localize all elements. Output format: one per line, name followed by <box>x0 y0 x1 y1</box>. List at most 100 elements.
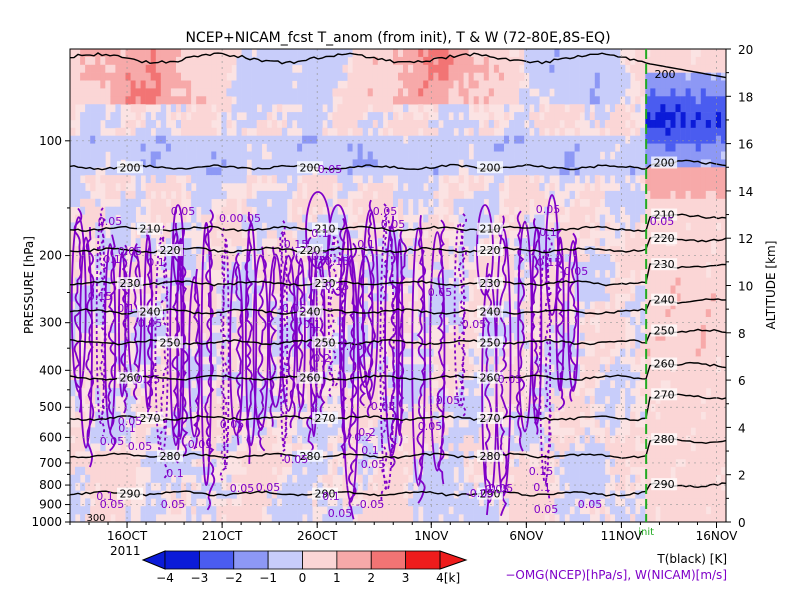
anomaly-cell <box>165 301 172 310</box>
anomaly-cell <box>135 285 141 294</box>
anomaly-cell <box>271 317 278 326</box>
anomaly-cell <box>428 246 434 255</box>
anomaly-cell <box>191 167 197 176</box>
anomaly-cell <box>165 127 172 136</box>
anomaly-cell <box>216 56 222 66</box>
anomaly-cell <box>342 261 348 271</box>
anomaly-cell <box>236 96 242 105</box>
anomaly-cell <box>342 411 348 420</box>
anomaly-cell <box>393 151 399 160</box>
anomaly-cell <box>327 190 333 200</box>
anomaly-cell <box>317 64 323 73</box>
anomaly-cell <box>271 49 278 58</box>
anomaly-cell <box>105 183 111 192</box>
anomaly-cell <box>453 482 459 491</box>
anomaly-cell <box>584 254 591 263</box>
anomaly-cell <box>271 72 278 81</box>
anomaly-cell <box>393 364 399 373</box>
anomaly-cell <box>599 348 606 357</box>
anomaly-cell <box>196 135 202 144</box>
anomaly-cell <box>488 72 495 81</box>
anomaly-cell <box>191 127 197 136</box>
anomaly-cell <box>85 458 91 468</box>
anomaly-cell <box>266 427 273 436</box>
anomaly-cell <box>448 120 454 129</box>
anomaly-cell <box>266 474 273 483</box>
anomaly-cell <box>620 301 626 310</box>
anomaly-cell <box>534 364 540 373</box>
anomaly-cell <box>130 96 136 105</box>
anomaly-cell <box>155 490 162 499</box>
anomaly-cell <box>352 64 358 73</box>
anomaly-cell <box>155 395 162 405</box>
anomaly-cell <box>357 96 363 105</box>
anomaly-cell <box>332 159 338 168</box>
anomaly-cell <box>100 309 106 318</box>
anomaly-cell <box>463 96 469 105</box>
anomaly-cell <box>564 411 570 420</box>
anomaly-cell <box>100 112 106 121</box>
anomaly-cell <box>271 348 278 357</box>
anomaly-cell <box>211 183 217 192</box>
anomaly-cell <box>256 206 263 215</box>
anomaly-cell <box>135 238 141 247</box>
anomaly-cell <box>287 435 293 444</box>
anomaly-cell <box>186 427 192 436</box>
anomaly-cell <box>453 435 459 444</box>
anomaly-cell <box>251 458 258 468</box>
anomaly-cell <box>110 175 116 184</box>
anomaly-cell <box>246 372 252 381</box>
anomaly-cell <box>443 411 449 420</box>
anomaly-cell <box>428 254 434 263</box>
anomaly-cell <box>246 88 252 97</box>
anomaly-cell <box>398 380 404 389</box>
anomaly-cell <box>276 159 283 168</box>
anomaly-cell <box>615 112 621 121</box>
anomaly-cell <box>529 411 535 420</box>
anomaly-cell <box>281 514 288 522</box>
anomaly-cell <box>393 340 399 349</box>
anomaly-cell <box>504 143 510 152</box>
anomaly-cell <box>519 261 525 271</box>
anomaly-cell <box>90 395 96 405</box>
anomaly-cell <box>342 159 348 168</box>
anomaly-cell <box>524 238 530 247</box>
anomaly-cell <box>287 167 293 176</box>
anomaly-cell <box>105 482 111 491</box>
anomaly-cell <box>191 395 197 405</box>
anomaly-cell <box>342 175 348 184</box>
anomaly-cell <box>251 56 258 66</box>
anomaly-cell <box>135 403 141 412</box>
anomaly-cell <box>428 474 434 483</box>
anomaly-cell <box>630 190 636 200</box>
anomaly-cell <box>105 340 111 349</box>
anomaly-cell <box>367 112 374 121</box>
anomaly-cell <box>100 143 106 152</box>
anomaly-cell <box>630 64 636 73</box>
anomaly-cell <box>493 56 500 66</box>
anomaly-cell <box>514 159 520 168</box>
anomaly-cell <box>362 332 369 341</box>
anomaly-cell <box>519 151 525 160</box>
anomaly-cell <box>453 167 459 176</box>
anomaly-cell <box>423 143 429 152</box>
anomaly-cell <box>493 506 500 515</box>
anomaly-cell <box>438 64 444 73</box>
anomaly-cell <box>544 88 550 97</box>
anomaly-cell <box>423 159 429 168</box>
anomaly-cell <box>186 419 192 428</box>
anomaly-cell <box>165 206 172 215</box>
anomaly-cell <box>609 112 616 121</box>
anomaly-cell <box>150 277 157 286</box>
anomaly-cell <box>327 183 333 192</box>
anomaly-cell <box>569 443 575 452</box>
anomaly-cell <box>609 498 616 507</box>
anomaly-cell <box>181 96 187 105</box>
anomaly-cell <box>236 301 242 310</box>
anomaly-cell <box>70 498 76 507</box>
anomaly-cell <box>579 206 586 215</box>
anomaly-cell <box>514 340 520 349</box>
anomaly-cell <box>105 380 111 389</box>
anomaly-cell <box>352 317 358 326</box>
anomaly-cell <box>337 443 343 452</box>
